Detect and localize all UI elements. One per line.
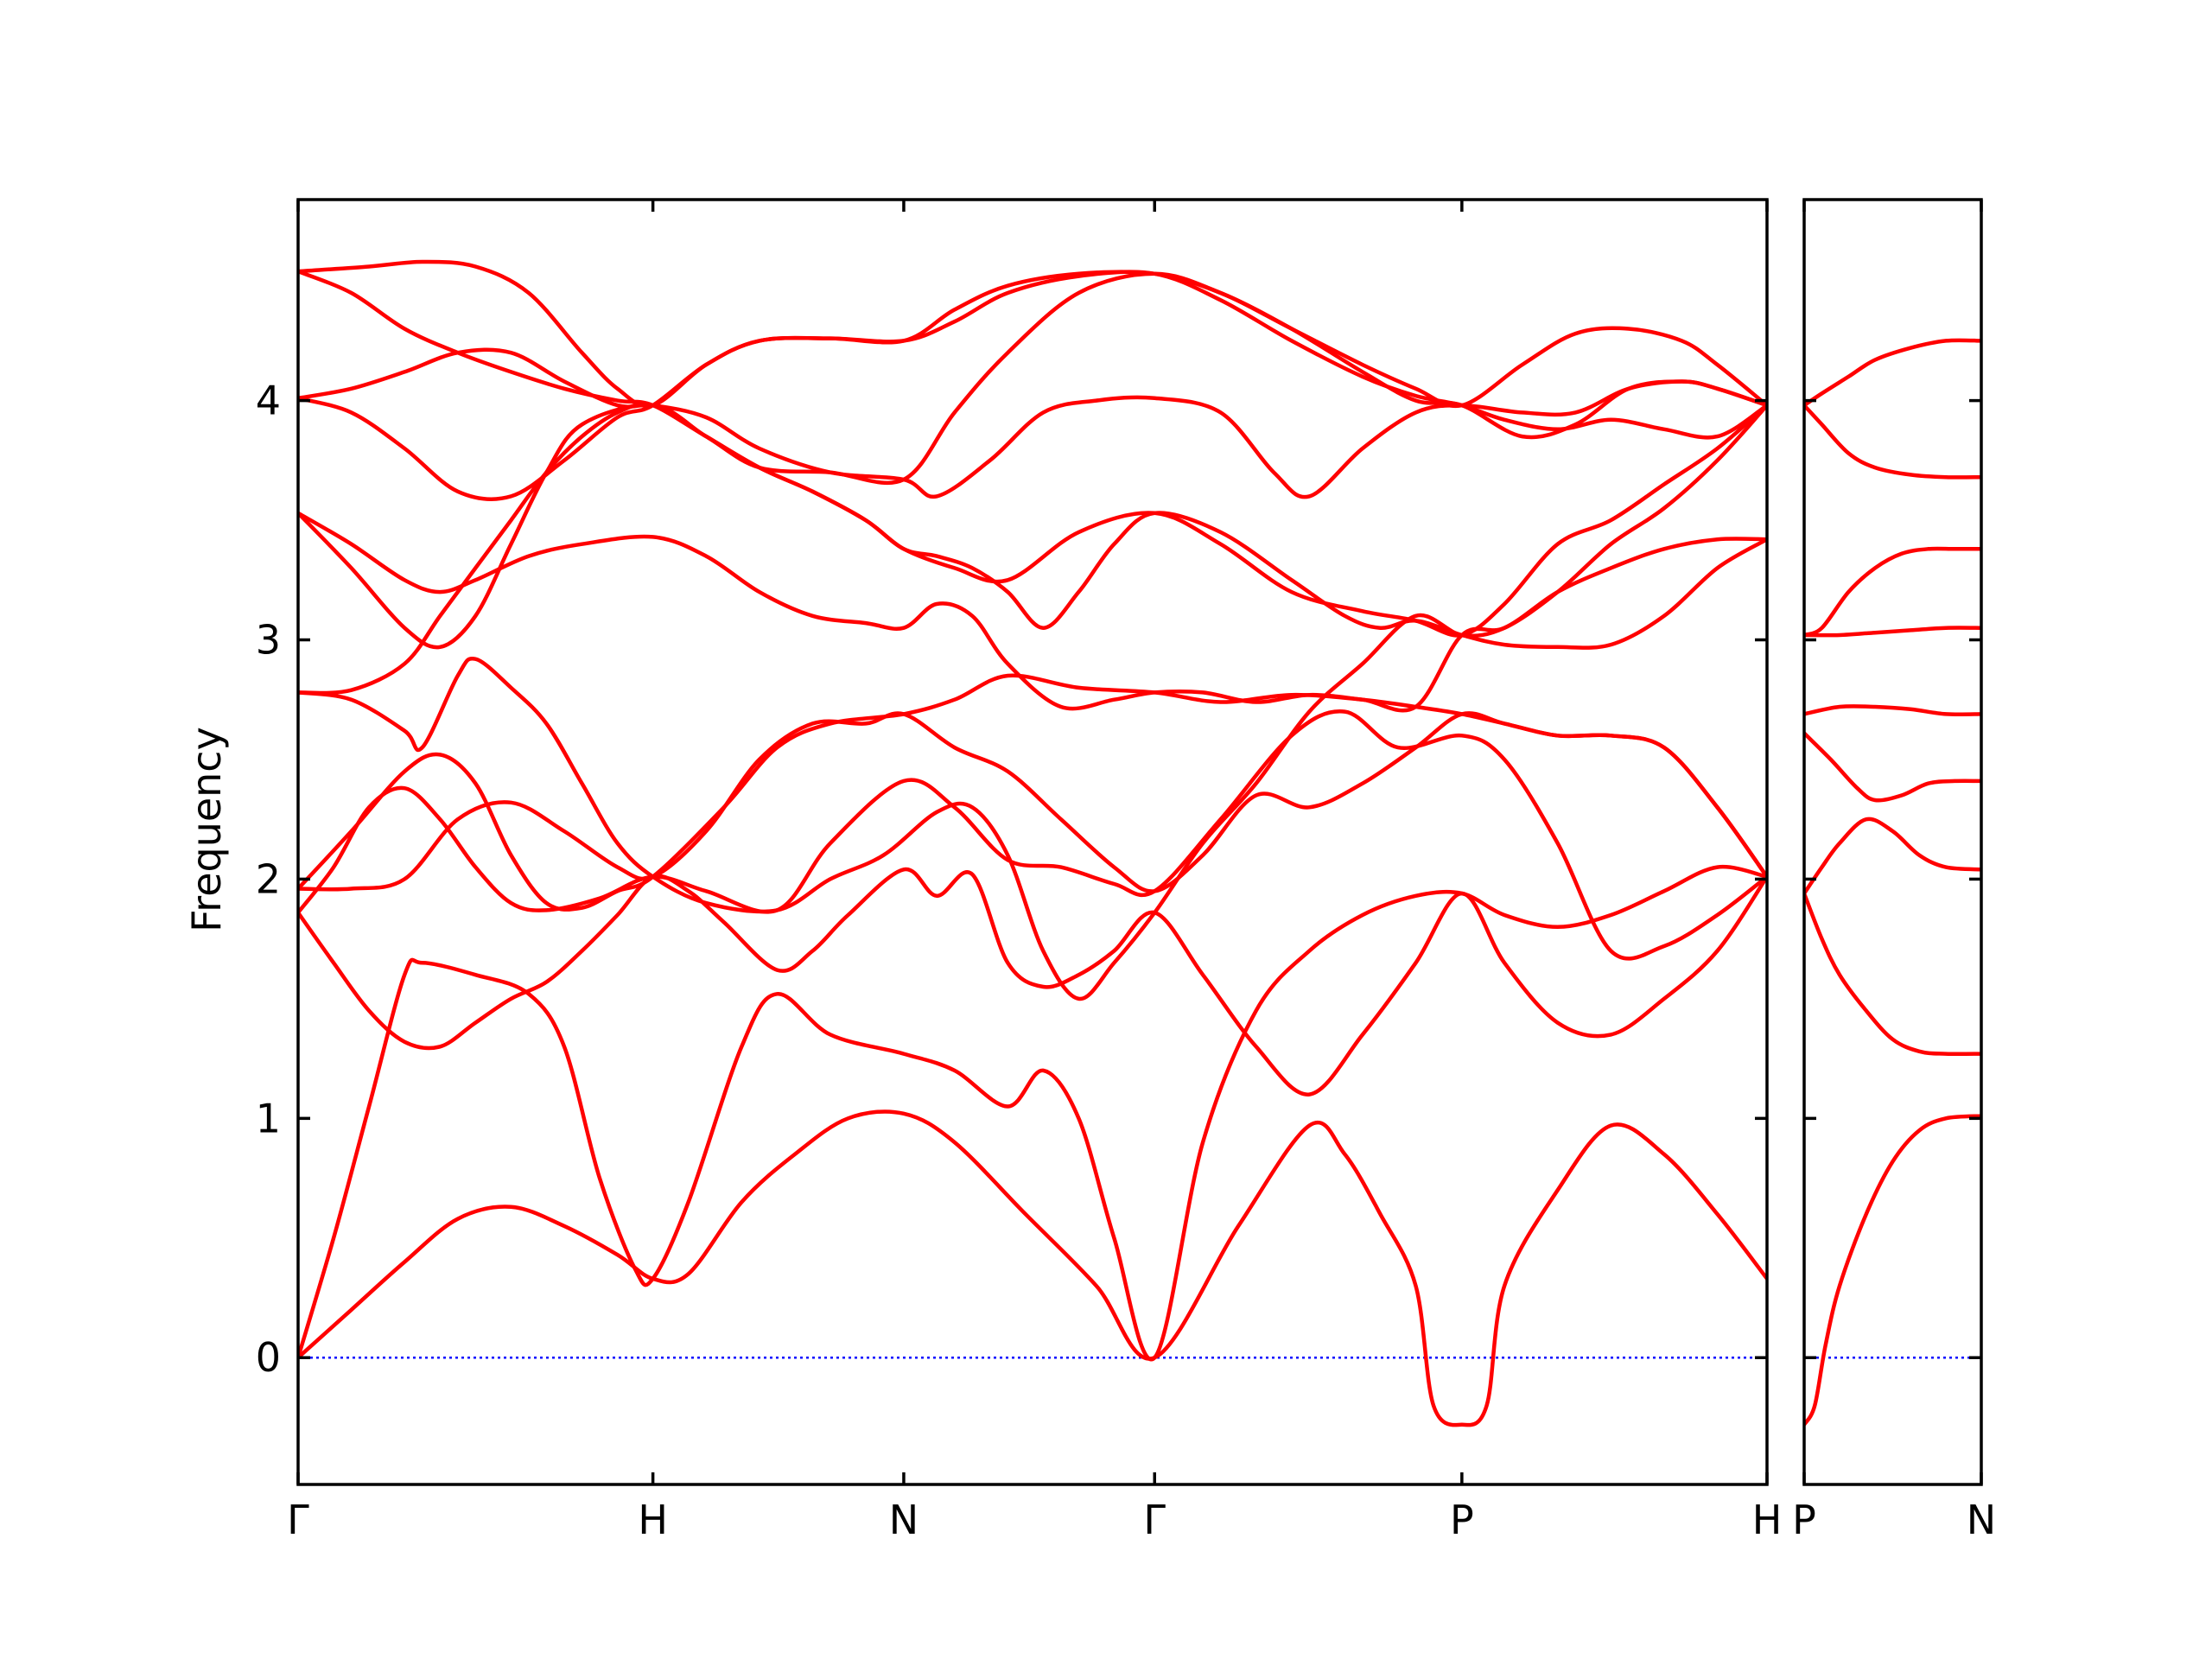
band-line-right-5: [1804, 704, 1981, 717]
axes-frame-main: [296, 198, 1769, 1486]
band-line-main-3: [298, 868, 1767, 1096]
band-line-right-6: [1804, 626, 1981, 638]
band-line-main-10: [298, 403, 1767, 650]
band-line-main-12: [298, 347, 1767, 499]
band-line-right-9: [1804, 338, 1981, 408]
band-line-main-1: [298, 1109, 1767, 1427]
kpoint-label: H: [1752, 1497, 1783, 1543]
band-line-main-8: [298, 402, 1767, 696]
y-tick-label: 2: [256, 855, 281, 902]
band-line-right-1: [1804, 1114, 1981, 1427]
axes-frame-right: [1802, 198, 1983, 1486]
band-line-main-13: [298, 259, 1767, 409]
bands-main: [298, 259, 1767, 1427]
band-line-right-3: [1804, 817, 1981, 896]
kpoint-label: Γ: [287, 1497, 309, 1543]
kpoint-label: P: [1450, 1497, 1474, 1543]
y-axis-label: Frequency: [183, 727, 230, 932]
kpoint-label: N: [1967, 1497, 1996, 1543]
kpoint-label: N: [889, 1497, 918, 1543]
band-line-main-14: [298, 269, 1767, 486]
band-line-right-8: [1804, 403, 1981, 480]
bands-right: [1804, 338, 1981, 1427]
y-tick-label: 0: [256, 1334, 281, 1381]
band-line-main-7: [298, 537, 1767, 1001]
band-line-main-2: [298, 864, 1767, 1362]
y-tick-label: 1: [256, 1095, 281, 1141]
band-line-main-4: [298, 709, 1767, 961]
y-tick-label: 3: [256, 617, 281, 664]
band-line-main-9: [298, 403, 1767, 713]
band-line-right-2: [1804, 891, 1981, 1057]
kpoint-label: H: [638, 1497, 668, 1543]
band-line-main-11: [298, 270, 1767, 501]
y-tick-label: 4: [256, 378, 281, 424]
band-line-right-4: [1804, 731, 1981, 803]
kpoint-label: Γ: [1143, 1497, 1166, 1543]
band-line-main-6: [298, 673, 1767, 912]
kpoint-label: P: [1792, 1497, 1816, 1543]
panel-main: 0 1 2 3 4 Γ H N Γ P H: [256, 198, 1783, 1543]
band-line-right-7: [1804, 546, 1981, 638]
